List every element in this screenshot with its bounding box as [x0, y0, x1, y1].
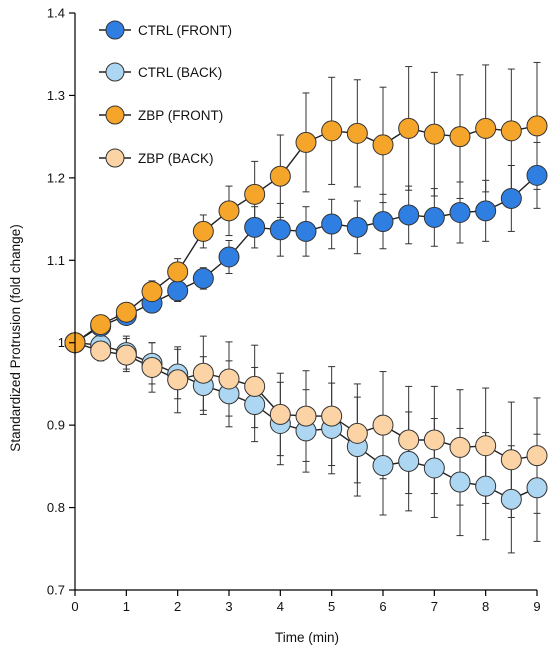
point-zbp-front	[500, 120, 522, 142]
x-tick-label: 5	[328, 599, 335, 614]
point-ctrl-front	[321, 213, 343, 235]
point-ctrl-front	[244, 216, 266, 238]
point-zbp-front	[90, 314, 112, 336]
point-zbp-back	[449, 436, 471, 458]
x-tick-label: 3	[225, 599, 232, 614]
point-zbp-front	[244, 183, 266, 205]
legend-marker	[105, 20, 125, 40]
point-zbp-back	[346, 422, 368, 444]
legend-label: ZBP (FRONT)	[138, 108, 223, 123]
point-zbp-front	[526, 115, 548, 137]
legend-label: ZBP (BACK)	[138, 151, 214, 166]
x-axis-label: Time (min)	[275, 630, 339, 645]
y-tick-label: 1.1	[47, 253, 65, 268]
point-ctrl-front	[192, 267, 214, 289]
point-zbp-front	[192, 220, 214, 242]
point-ctrl-front	[423, 206, 445, 228]
x-tick-label: 2	[174, 599, 181, 614]
y-tick-label: 1.2	[47, 170, 65, 185]
legend-entry: ZBP (FRONT)	[99, 105, 223, 125]
point-zbp-back	[372, 414, 394, 436]
point-zbp-back	[244, 375, 266, 397]
point-zbp-front	[346, 122, 368, 144]
y-tick-label: 1.3	[47, 88, 65, 103]
legend-marker	[105, 105, 125, 125]
point-zbp-front	[295, 131, 317, 153]
point-ctrl-front	[295, 220, 317, 242]
point-ctrl-back	[398, 450, 420, 472]
x-tick-label: 7	[431, 599, 438, 614]
point-ctrl-back	[372, 455, 394, 477]
point-ctrl-back	[500, 488, 522, 510]
point-ctrl-back	[475, 475, 497, 497]
point-zbp-back	[321, 405, 343, 427]
point-zbp-front	[115, 301, 137, 323]
legend-entry: ZBP (BACK)	[99, 148, 214, 168]
legend-marker	[105, 62, 125, 82]
legend-entry: CTRL (FRONT)	[99, 20, 232, 40]
x-tick-label: 0	[71, 599, 78, 614]
point-zbp-back	[269, 403, 291, 425]
point-zbp-back	[295, 405, 317, 427]
legend-label: CTRL (FRONT)	[138, 23, 232, 38]
y-tick-label: 1	[58, 335, 65, 350]
x-tick-label: 9	[533, 599, 540, 614]
point-ctrl-back	[423, 457, 445, 479]
legend-label: CTRL (BACK)	[138, 65, 222, 80]
legend-marker	[105, 148, 125, 168]
point-zbp-front	[398, 117, 420, 139]
legend-entry: CTRL (BACK)	[99, 62, 222, 82]
point-zbp-front	[372, 134, 394, 156]
point-ctrl-front	[475, 200, 497, 222]
point-ctrl-front	[346, 216, 368, 238]
point-zbp-front	[321, 120, 343, 142]
point-zbp-back	[192, 362, 214, 384]
line-ctrl-front	[74, 174, 538, 344]
point-zbp-front	[167, 261, 189, 283]
point-ctrl-front	[449, 201, 471, 223]
legend: CTRL (FRONT) CTRL (BACK) ZBP (FRONT) ZBP (B…	[99, 20, 232, 168]
point-zbp-front	[449, 126, 471, 148]
point-ctrl-front	[269, 219, 291, 241]
x-tick-label: 1	[123, 599, 130, 614]
point-ctrl-front	[167, 280, 189, 302]
point-zbp-back	[167, 369, 189, 391]
point-ctrl-back	[244, 394, 266, 416]
y-tick-label: 0.7	[47, 583, 65, 598]
point-zbp-front	[141, 281, 163, 303]
y-axis-label: Standardized Protrusion (fold change)	[8, 224, 23, 451]
point-zbp-back	[475, 435, 497, 457]
point-zbp-front	[269, 165, 291, 187]
point-ctrl-front	[500, 187, 522, 209]
x-tick-label: 4	[277, 599, 284, 614]
point-zbp-back	[398, 429, 420, 451]
y-tick-label: 1.4	[47, 6, 65, 21]
y-tick-label: 0.9	[47, 418, 65, 433]
point-ctrl-front	[218, 246, 240, 268]
point-zbp-front	[475, 117, 497, 139]
x-tick-label: 6	[379, 599, 386, 614]
point-zbp-back	[500, 449, 522, 471]
point-zbp-back	[141, 356, 163, 378]
x-tick-label: 8	[482, 599, 489, 614]
axes: 0.7 0.8 0.9 1 1.1 1.2 1.3 1.4 0 1 2 3 4 5 6 7 8 9	[47, 6, 541, 615]
y-tick-label: 0.8	[47, 500, 65, 515]
point-zbp-front	[423, 123, 445, 145]
point-zbp-back	[423, 429, 445, 451]
point-ctrl-front	[526, 164, 548, 186]
point-ctrl-front	[398, 204, 420, 226]
point-zbp-front	[218, 200, 240, 222]
point-zbp-back	[115, 344, 137, 366]
point-ctrl-front	[372, 211, 394, 233]
point-ctrl-back	[449, 471, 471, 493]
point-zbp-back	[526, 445, 548, 467]
point-zbp-back	[218, 368, 240, 390]
point-ctrl-back	[526, 477, 548, 499]
point-zbp-back	[90, 340, 112, 362]
